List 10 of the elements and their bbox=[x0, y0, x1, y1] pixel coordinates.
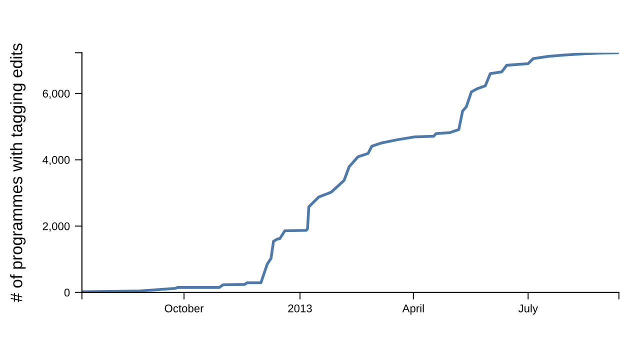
y-tick-label: 6,000 bbox=[42, 90, 70, 99]
y-axis-title: # of programmes with tagging edits bbox=[10, 43, 26, 302]
x-tick-label: 2013 bbox=[288, 304, 312, 312]
x-tick-label: April bbox=[402, 304, 424, 315]
y-tick-label: 2,000 bbox=[42, 222, 70, 232]
line-series bbox=[82, 52, 619, 292]
y-tick-label: 4,000 bbox=[42, 156, 70, 166]
x-tick-label: October bbox=[164, 304, 204, 312]
x-tick-label: July bbox=[518, 304, 538, 315]
y-tick-label: 0 bbox=[64, 288, 70, 297]
